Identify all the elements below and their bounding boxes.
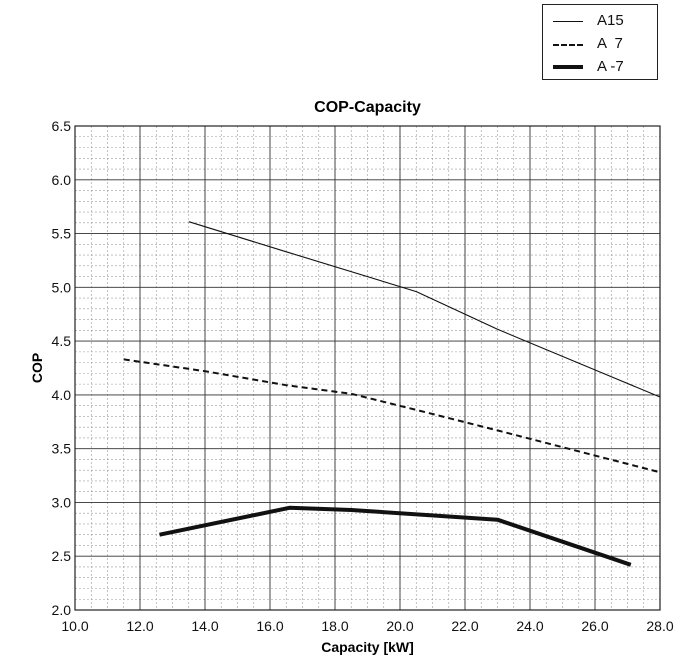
x-tick-label: 18.0 (321, 618, 348, 634)
series-line-1 (188, 221, 661, 398)
legend-swatch-thin-line (553, 21, 583, 22)
x-tick-label: 20.0 (386, 618, 413, 634)
x-axis-label: Capacity [kW] (321, 639, 414, 655)
x-tick-label: 10.0 (61, 618, 88, 634)
x-tick-label: 12.0 (126, 618, 153, 634)
y-tick-label: 6.5 (52, 118, 72, 134)
plot-frame (74, 125, 661, 611)
legend-item-a15: A15 (553, 11, 653, 31)
x-tick-labels: 10.0 12.0 14.0 16.0 18.0 20.0 22.0 24.0 26.0 28.0 (61, 618, 673, 634)
x-tick-label: 16.0 (256, 618, 283, 634)
x-tick-label: 14.0 (191, 618, 218, 634)
legend-label: A 7 (597, 35, 623, 52)
y-tick-label: 4.5 (52, 333, 72, 349)
legend-label: A -7 (597, 58, 624, 75)
chart-title: COP-Capacity (314, 99, 421, 116)
legend-swatch-thick-line (553, 65, 583, 69)
y-tick-label: 4.0 (52, 387, 72, 403)
y-tick-label: 2.0 (52, 602, 72, 618)
y-tick-label: 3.0 (52, 494, 72, 510)
legend-swatch-dashed-line (553, 44, 583, 46)
y-tick-label: 2.5 (52, 548, 72, 564)
legend: A15 A 7 A -7 (542, 4, 658, 80)
y-tick-labels: 2.0 2.5 3.0 3.5 4.0 4.5 5.0 5.5 6.0 6.5 (52, 118, 72, 618)
y-axis-label: COP (29, 353, 45, 383)
legend-label: A15 (597, 12, 624, 29)
series-line-2 (123, 358, 661, 474)
y-tick-label: 6.0 (52, 172, 72, 188)
x-tick-label: 24.0 (516, 618, 543, 634)
x-tick-label: 26.0 (581, 618, 608, 634)
legend-item-a7: A 7 (553, 34, 653, 54)
minor-grid (74, 125, 661, 611)
y-tick-label: 3.5 (52, 441, 72, 457)
y-tick-label: 5.0 (52, 279, 72, 295)
series-line-3 (159, 505, 632, 567)
x-tick-label: 22.0 (451, 618, 478, 634)
legend-item-a-7: A -7 (553, 57, 653, 77)
series-layer (123, 221, 661, 567)
y-tick-label: 5.5 (52, 226, 72, 242)
x-tick-label: 28.0 (646, 618, 673, 634)
